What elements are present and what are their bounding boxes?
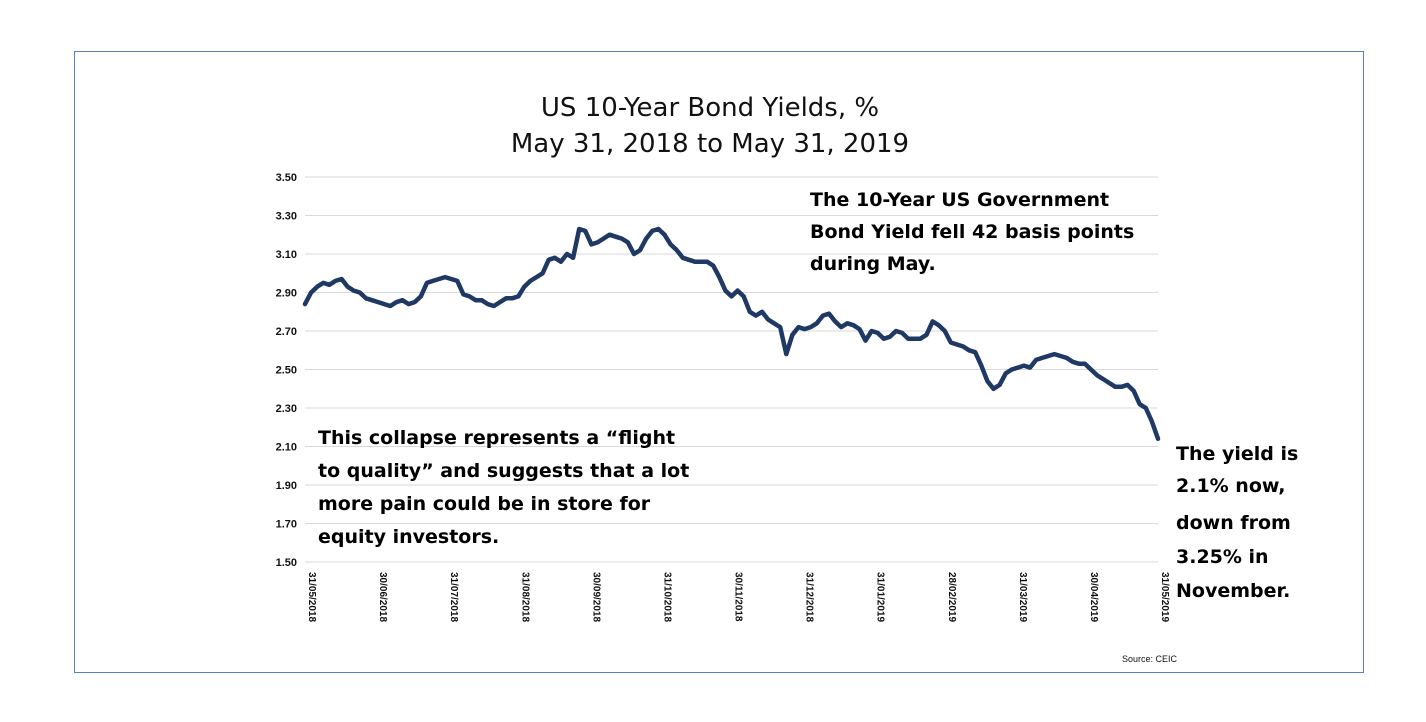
annotation-left-line-3: more pain could be in store for — [318, 493, 651, 515]
x-tick-label: 30/06/2018 — [377, 572, 388, 622]
x-tick-label: 28/02/2019 — [946, 572, 957, 622]
annotation-left-line-2: to quality” and suggests that a lot — [318, 460, 689, 482]
x-tick-label: 30/11/2018 — [733, 572, 744, 622]
y-tick-label: 3.30 — [276, 211, 297, 223]
x-tick-label: 31/01/2019 — [875, 572, 886, 622]
annotation-top-line-2: Bond Yield fell 42 basis points — [810, 221, 1134, 243]
bond-yield-chart: US 10-Year Bond Yields, % May 31, 2018 t… — [276, 93, 1299, 664]
annotation-right-line-5: November. — [1176, 580, 1290, 602]
chart-title-line-2: May 31, 2018 to May 31, 2019 — [511, 129, 909, 159]
annotation-right-line-4: 3.25% in — [1176, 546, 1269, 568]
x-tick-label: 30/09/2018 — [590, 572, 601, 622]
x-tick-label: 31/07/2018 — [448, 572, 459, 622]
x-tick-label: 31/12/2018 — [804, 572, 815, 622]
annotation-top-line-3: during May. — [810, 253, 936, 275]
source-note: Source: CEIC — [1122, 654, 1178, 664]
chart-frame: US 10-Year Bond Yields, % May 31, 2018 t… — [74, 51, 1364, 673]
y-tick-label: 2.70 — [276, 326, 297, 338]
x-tick-label: 31/08/2018 — [519, 572, 530, 622]
y-tick-label: 1.90 — [276, 480, 297, 492]
y-axis: 3.50 3.30 3.10 2.90 2.70 2.50 2.30 2.10 1.90 1.70… — [276, 172, 297, 569]
y-tick-label: 3.50 — [276, 172, 297, 184]
x-tick-label: 31/05/2018 — [306, 572, 317, 622]
x-axis: 31/05/2018 30/06/2018 31/07/2018 31/08/2018… — [306, 572, 1170, 622]
annotation-right-line-3: down from — [1176, 512, 1291, 534]
y-tick-label: 2.30 — [276, 403, 297, 415]
annotation-top-line-1: The 10-Year US Government — [810, 189, 1109, 211]
y-tick-label: 2.90 — [276, 288, 297, 300]
x-tick-label: 31/03/2019 — [1017, 572, 1028, 622]
y-tick-label: 2.10 — [276, 442, 297, 454]
y-tick-label: 1.50 — [276, 557, 297, 569]
y-tick-label: 1.70 — [276, 519, 297, 531]
x-tick-label: 31/05/2019 — [1159, 572, 1170, 622]
annotation-right-line-2: 2.1% now, — [1176, 475, 1285, 497]
x-tick-label: 30/04/2019 — [1088, 572, 1099, 622]
gridlines — [305, 176, 1158, 563]
chart-title-line-1: US 10-Year Bond Yields, % — [541, 93, 879, 123]
series-layer — [302, 226, 1161, 442]
annotation-left-line-4: equity investors. — [318, 526, 499, 548]
annotation-right-line-1: The yield is — [1176, 443, 1298, 465]
series-line-us-10y-yield — [302, 226, 1161, 442]
annotation-left-line-1: This collapse represents a “flight — [318, 427, 675, 449]
y-tick-label: 3.10 — [276, 249, 297, 261]
y-tick-label: 2.50 — [276, 365, 297, 377]
x-tick-label: 31/10/2018 — [661, 572, 672, 622]
